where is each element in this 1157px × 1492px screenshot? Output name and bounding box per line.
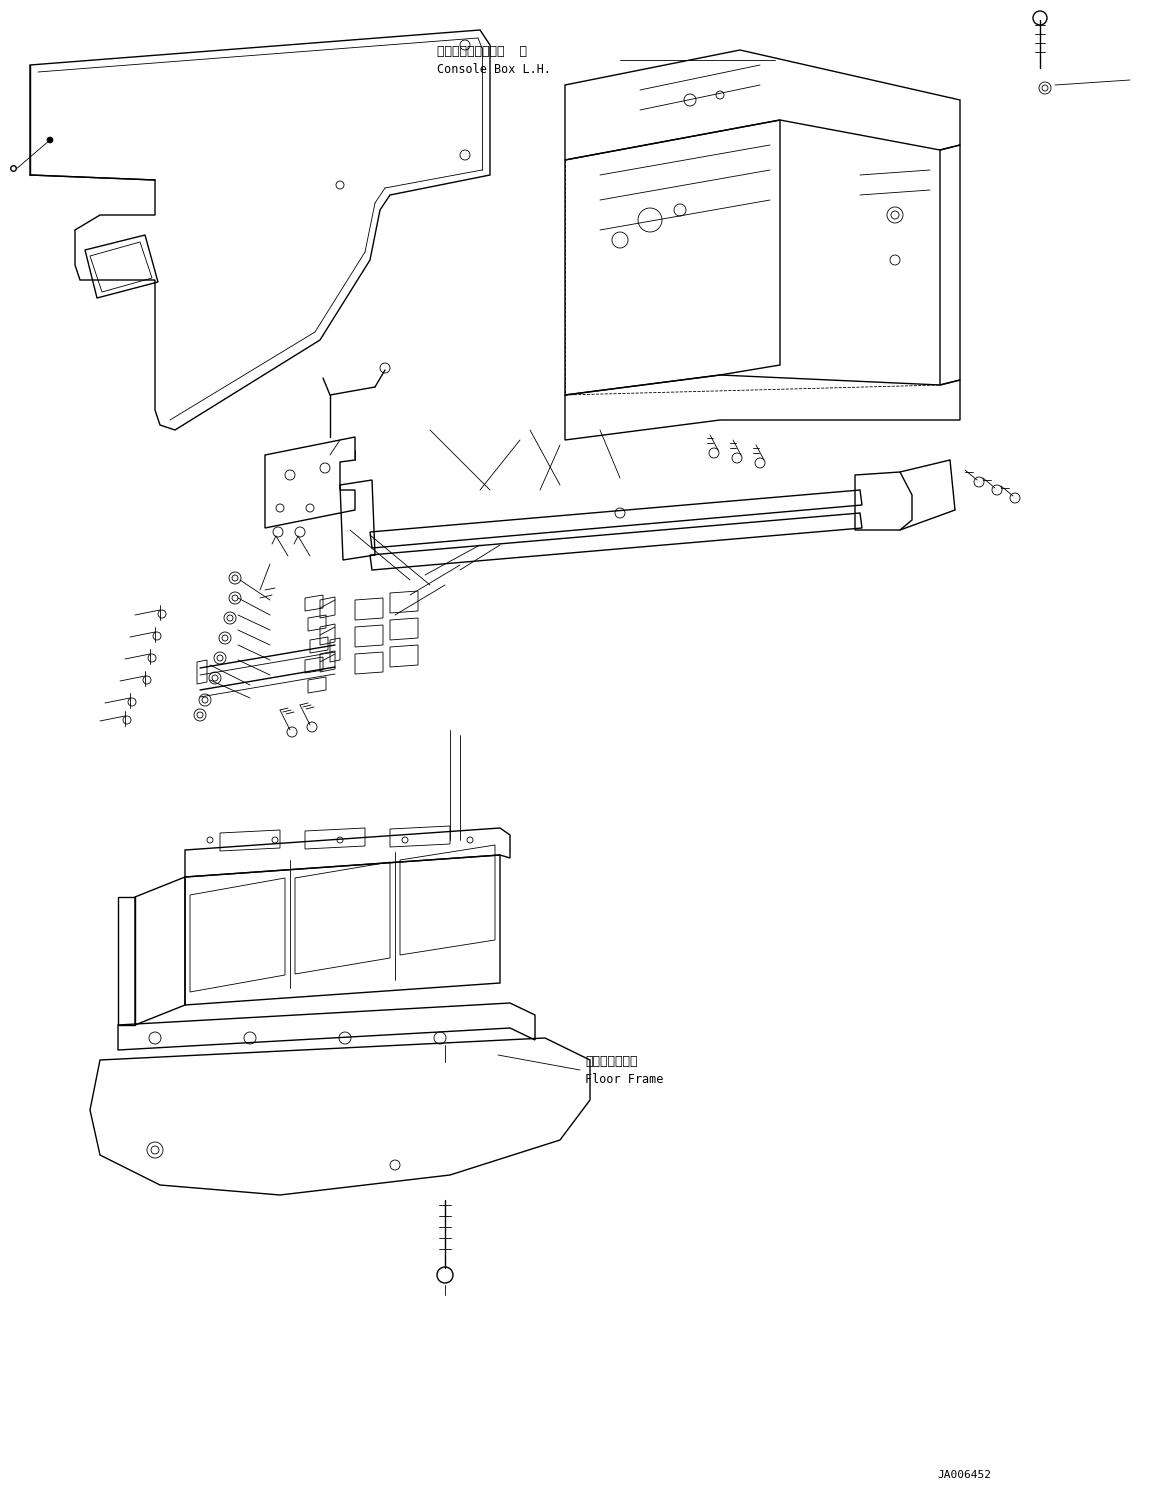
Text: JA006452: JA006452 [937,1470,992,1480]
Text: Floor Frame: Floor Frame [585,1073,663,1086]
Text: フロアフレーム: フロアフレーム [585,1055,638,1068]
Text: Console Box L.H.: Console Box L.H. [437,63,551,76]
Text: コンソールボックス  左: コンソールボックス 左 [437,45,526,58]
Circle shape [47,137,53,143]
